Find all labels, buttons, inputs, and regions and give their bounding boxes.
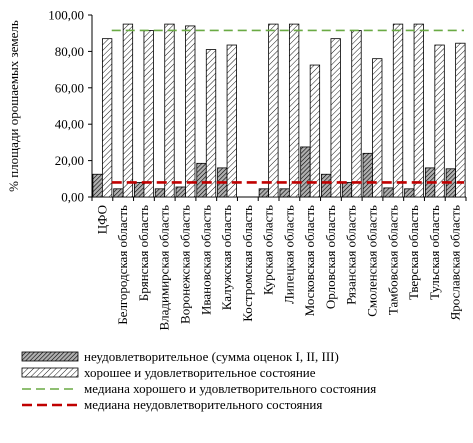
bar-good bbox=[143, 30, 154, 198]
category-label: Липецкая область bbox=[281, 205, 296, 304]
category-label: Ярославская область bbox=[448, 205, 463, 320]
y-tick-label: 80,00 bbox=[55, 44, 84, 59]
bar-good bbox=[392, 23, 404, 198]
category-label: Московская область bbox=[302, 205, 317, 316]
bar-good bbox=[268, 23, 279, 198]
bar-good bbox=[455, 42, 466, 198]
category-label: Курская область bbox=[261, 205, 276, 295]
legend-label-good: хорошее и удовлетворительное состояние bbox=[84, 365, 316, 380]
bar-unsatisfactory bbox=[92, 173, 103, 198]
legend-swatch-good bbox=[21, 367, 79, 378]
category-label: Ивановская область bbox=[198, 205, 213, 315]
bar-good bbox=[101, 38, 113, 198]
category-label: Орловская область bbox=[323, 205, 338, 309]
category-label: Тульская область bbox=[427, 205, 442, 300]
bar-unsatisfactory bbox=[362, 152, 373, 198]
category-label: Воронежская область bbox=[178, 205, 193, 324]
y-tick-label: 60,00 bbox=[55, 80, 84, 95]
bar-good bbox=[434, 44, 445, 198]
plot-area: 0,00 20,00 40,00 60,00 80,00 100,00 % площади … bbox=[6, 8, 467, 331]
bar-good bbox=[205, 49, 217, 198]
bar-unsatisfactory bbox=[258, 188, 270, 198]
bar-unsatisfactory bbox=[154, 188, 166, 198]
category-label: Брянская область bbox=[136, 205, 151, 301]
legend-label-median-good: медиана хорошего и удовлетворительного с… bbox=[84, 381, 376, 396]
legend-swatch-unsatisfactory bbox=[21, 351, 79, 362]
bar-good bbox=[226, 44, 237, 198]
y-tick-label: 20,00 bbox=[55, 153, 84, 168]
bar-good bbox=[330, 38, 341, 198]
bar-unsatisfactory bbox=[113, 188, 124, 198]
bar-unsatisfactory bbox=[341, 182, 353, 198]
bar-good bbox=[351, 30, 362, 198]
legend-label-median-unsatisfactory: медиана неудовлетворительного состояния bbox=[84, 397, 322, 412]
category-label: ЦФО bbox=[94, 205, 109, 234]
y-axis-label: % площади орошаемых земель bbox=[6, 20, 21, 192]
bar-good bbox=[309, 64, 321, 198]
bar-unsatisfactory bbox=[404, 188, 415, 198]
category-label: Тамбовская область bbox=[385, 205, 400, 315]
bar-good bbox=[372, 58, 383, 198]
category-label: Рязанская область bbox=[344, 205, 359, 305]
bar-good bbox=[164, 23, 175, 198]
bar-good bbox=[185, 25, 196, 198]
category-label: Белгородская область bbox=[115, 205, 130, 325]
bar-unsatisfactory bbox=[279, 188, 290, 198]
legend: неудовлетворительное (сумма оценок I, II… bbox=[21, 349, 376, 412]
category-label: Калужская область bbox=[219, 205, 234, 310]
bar-good bbox=[413, 23, 424, 198]
category-label: Тверская область bbox=[406, 205, 421, 300]
bar-unsatisfactory bbox=[196, 162, 207, 198]
bar-unsatisfactory bbox=[134, 182, 145, 198]
y-tick-label: 40,00 bbox=[55, 117, 84, 132]
y-tick-label: 100,00 bbox=[48, 8, 84, 23]
bar-unsatisfactory bbox=[300, 146, 311, 198]
bar-unsatisfactory bbox=[321, 173, 332, 198]
category-label: Владимирская область bbox=[157, 205, 172, 331]
y-tick-label: 0,00 bbox=[61, 190, 84, 205]
bar-good bbox=[122, 23, 134, 198]
category-label: Костромская область bbox=[240, 205, 255, 322]
category-label: Смоленская область bbox=[365, 205, 380, 317]
legend-label-unsatisfactory: неудовлетворительное (сумма оценок I, II… bbox=[84, 349, 339, 364]
bar-good bbox=[288, 23, 300, 198]
bar-unsatisfactory bbox=[383, 187, 394, 198]
bar-unsatisfactory bbox=[175, 186, 186, 198]
